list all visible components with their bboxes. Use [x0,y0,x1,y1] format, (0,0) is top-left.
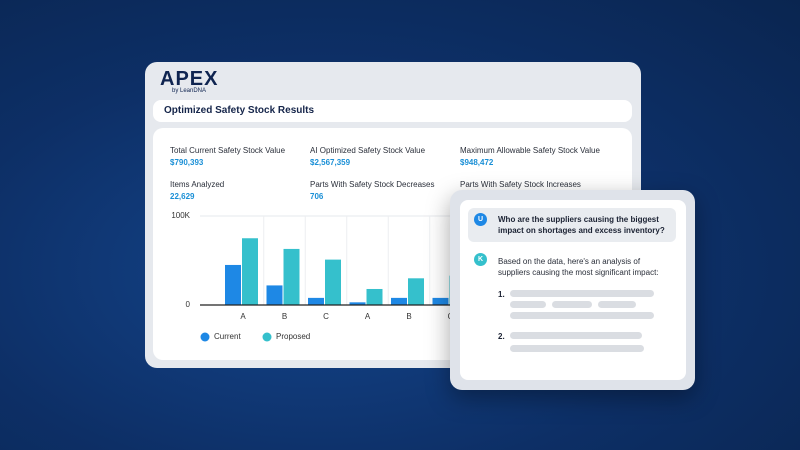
bar [349,302,366,305]
answer-text: Based on the data, here's an analysis of… [498,257,659,277]
placeholder-line [552,301,592,308]
legend-label: Current [214,332,241,341]
title-bar [153,100,632,122]
placeholder-line [510,332,642,339]
y-tick-label: 0 [186,300,191,309]
legend-marker [200,332,210,342]
bar [325,259,341,305]
bar [242,238,258,305]
logo: APEX [160,68,219,90]
user-avatar: U [474,213,487,226]
placeholder-line [510,290,654,297]
question-bubble [468,208,676,242]
legend-label: Proposed [276,332,310,341]
bar [408,278,424,305]
panel-title: Optimized Safety Stock Results [164,105,315,116]
legend-marker [262,332,272,342]
bar [225,264,241,305]
y-tick-label: 100K [171,211,190,220]
metric-value: 22,629 [170,192,195,201]
metric-label: AI Optimized Safety Stock Value [310,146,426,155]
metric-label: Maximum Allowable Safety Stock Value [460,146,600,155]
metric-value: $948,472 [460,158,494,167]
placeholder-line [510,312,654,319]
bar [366,288,383,305]
bot-avatar: K [474,253,487,266]
x-tick-label: A [365,312,371,321]
placeholder-line [598,301,636,308]
x-tick-label: A [240,312,246,321]
logo-subtitle: by LeanDNA [172,88,207,94]
placeholder-line [510,345,644,352]
x-tick-label: C [323,312,329,321]
metric-value: 706 [310,192,324,201]
bar [266,285,283,305]
x-tick-label: B [406,312,411,321]
bar [283,248,300,305]
question-text: Who are the suppliers causing the bigges… [498,215,665,235]
bar [308,297,324,305]
metric-label: Total Current Safety Stock Value [170,146,286,155]
metric-label: Items Analyzed [170,180,225,189]
metric-value: $790,393 [170,158,204,167]
x-tick-label: B [282,312,287,321]
bar [391,297,407,305]
list-number: 2. [498,332,505,341]
bar [432,297,449,305]
metric-label: Parts With Safety Stock Increases [460,180,581,189]
placeholder-line [510,301,546,308]
list-number: 1. [498,290,505,299]
metric-value: $2,567,359 [310,158,351,167]
metric-label: Parts With Safety Stock Decreases [310,180,435,189]
